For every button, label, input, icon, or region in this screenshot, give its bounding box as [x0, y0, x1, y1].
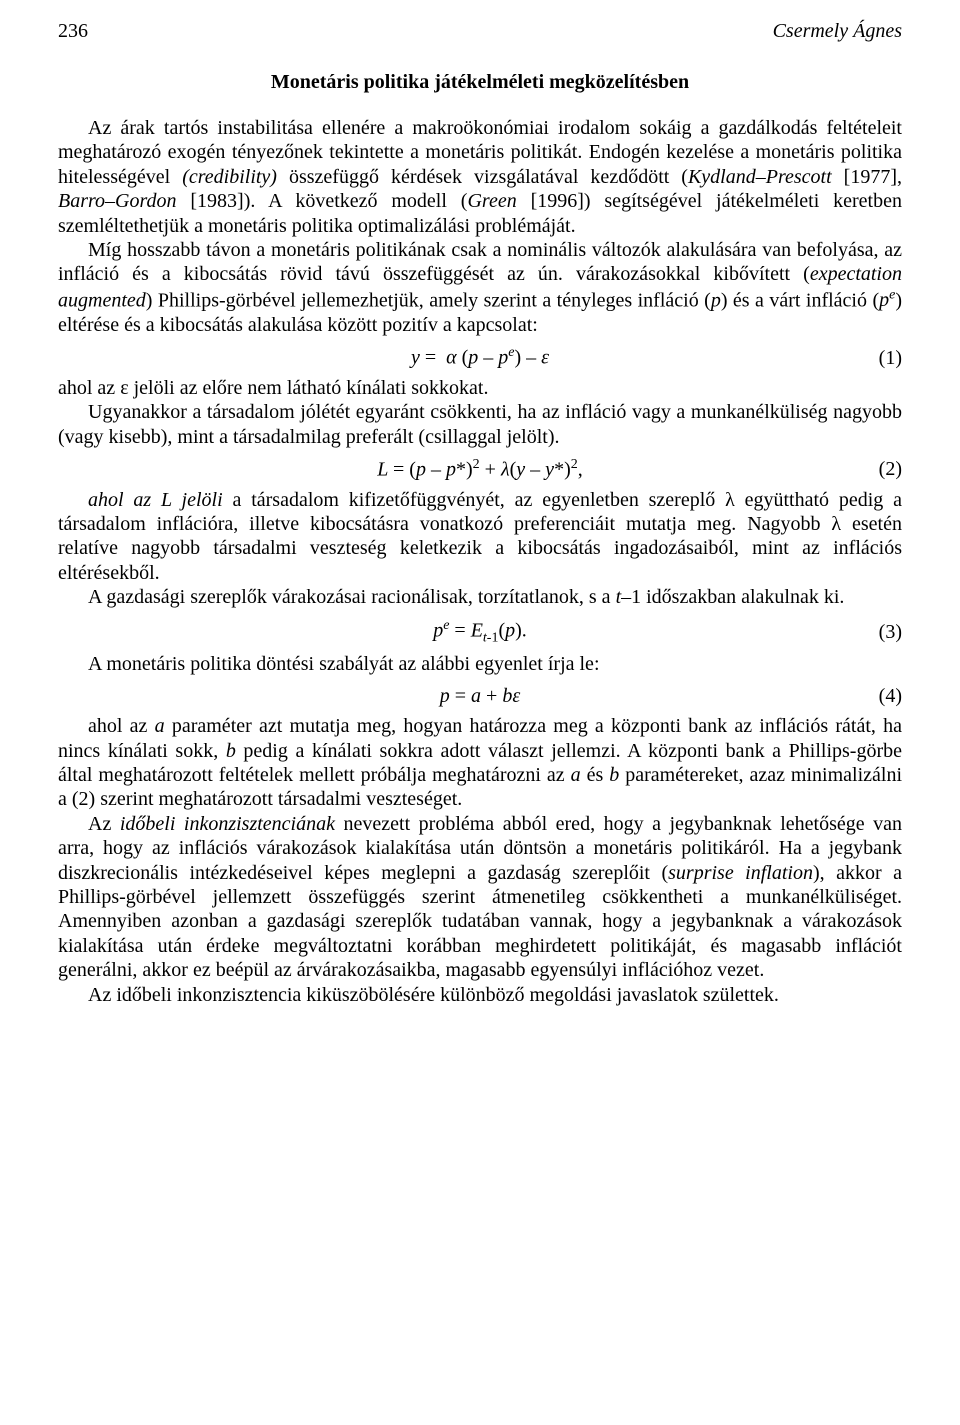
- equation-1-number: (1): [879, 344, 902, 372]
- paragraph-9: Az időbeli inkonzisztenciának nevezett p…: [58, 812, 902, 983]
- equation-1: y = α (p – pe) – ε (1): [58, 343, 902, 372]
- equation-2-body: L = (p – p*)2 + λ(y – y*)2,: [377, 455, 582, 484]
- equation-2-number: (2): [879, 455, 902, 483]
- paragraph-1: Az árak tartós instabilitása ellenére a …: [58, 116, 902, 238]
- equation-4-body: p = a + bε: [440, 682, 520, 710]
- paragraph-10: Az időbeli inkonzisztencia kiküszöbölésé…: [58, 983, 902, 1007]
- equation-1-body: y = α (p – pe) – ε: [411, 343, 549, 372]
- paragraph-8: ahol az a paraméter azt mutatja meg, hog…: [58, 714, 902, 812]
- equation-3: pe = Et-1(p). (3): [58, 616, 902, 648]
- equation-3-number: (3): [879, 618, 902, 646]
- equation-3-body: pe = Et-1(p).: [433, 616, 527, 648]
- paragraph-5: ahol az L jelöli a társadalom kifizetőfü…: [58, 488, 902, 586]
- paragraph-6: A gazdasági szereplők várakozásai racion…: [58, 585, 902, 609]
- header-author: Csermely Ágnes: [773, 20, 902, 43]
- paragraph-2: Míg hosszabb távon a monetáris politikán…: [58, 238, 902, 337]
- equation-4-number: (4): [879, 682, 902, 710]
- paragraph-4: Ugyanakkor a társadalom jólétét egyaránt…: [58, 400, 902, 449]
- section-title: Monetáris politika játékelméleti megköze…: [58, 71, 902, 94]
- equation-4: p = a + bε (4): [58, 682, 902, 710]
- equation-2: L = (p – p*)2 + λ(y – y*)2, (2): [58, 455, 902, 484]
- paragraph-3: ahol az ε jelöli az előre nem látható kí…: [58, 376, 902, 400]
- page-number: 236: [58, 20, 88, 43]
- paragraph-7: A monetáris politika döntési szabályát a…: [58, 652, 902, 676]
